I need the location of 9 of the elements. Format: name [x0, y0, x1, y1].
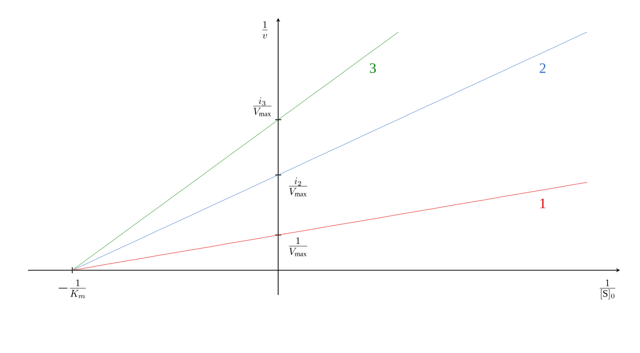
annotation: $\frac{i_3}{V_{\max}}$: [253, 97, 272, 116]
series-label: 1: [540, 198, 546, 208]
y-axis-title: $\frac{1}{v}$: [262, 21, 268, 39]
annotation: $\frac{1}{V_{\max}}$: [288, 237, 308, 256]
text: $-\frac{1}{K_m}$: [58, 280, 86, 298]
series-label: 2: [540, 63, 546, 73]
x-axis-title: $\frac{1}{[\mathrm{S}]_0}$: [600, 280, 616, 300]
annotation: $\frac{i_2}{V_{\max}}$: [288, 178, 308, 196]
series-label: 3: [370, 63, 376, 73]
